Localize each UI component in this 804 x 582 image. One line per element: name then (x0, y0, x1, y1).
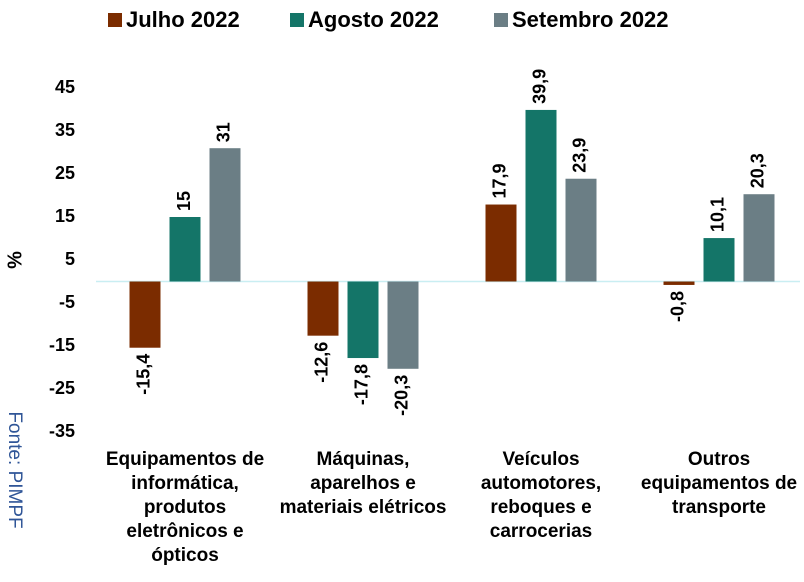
bar (703, 238, 735, 282)
x-tick-label: Equipamentos de informática, produtos el… (105, 449, 265, 566)
source-note: Fonte: PIMPF (4, 411, 25, 528)
data-label: -15,4 (134, 354, 154, 395)
bar (307, 281, 339, 336)
bar (743, 194, 775, 282)
x-tick-label: Veículos automotores, reboques e carroce… (480, 449, 602, 542)
y-tick-label: 25 (55, 163, 75, 183)
x-tick-label: Máquinas, aparelhos e materiais elétrico… (279, 449, 447, 518)
bar (565, 178, 597, 282)
data-label: 15 (174, 191, 194, 211)
y-tick-label: 35 (55, 120, 75, 140)
legend-label: Agosto 2022 (308, 7, 439, 32)
y-tick-label: 15 (55, 206, 75, 226)
bar (485, 204, 517, 282)
y-tick-label: -15 (49, 335, 75, 355)
legend-swatch (108, 13, 122, 27)
data-label: -20,3 (392, 375, 412, 416)
bar (129, 281, 161, 348)
data-label: -0,8 (668, 291, 688, 322)
y-tick-label: 5 (65, 249, 75, 269)
legend-label: Setembro 2022 (512, 7, 669, 32)
data-label: 10,1 (708, 197, 728, 232)
data-label: 17,9 (490, 163, 510, 198)
bar (387, 281, 419, 369)
x-tick-label: Outros equipamentos de transporte (640, 449, 798, 518)
y-tick-label: 45 (55, 77, 75, 97)
y-axis-label: % (4, 251, 26, 269)
bar (209, 148, 241, 282)
bar (169, 217, 201, 282)
bar (347, 281, 379, 359)
legend-swatch (290, 13, 304, 27)
data-label: 31 (214, 122, 234, 142)
legend-label: Julho 2022 (126, 7, 240, 32)
data-label: 23,9 (570, 138, 590, 173)
bar (525, 109, 557, 282)
bar (663, 281, 695, 285)
data-label: 20,3 (748, 153, 768, 188)
y-tick-label: -35 (49, 421, 75, 441)
y-tick-label: -25 (49, 378, 75, 398)
data-label: 39,9 (530, 69, 550, 104)
data-label: -12,6 (312, 342, 332, 383)
data-label: -17,8 (352, 364, 372, 405)
y-tick-label: -5 (59, 292, 75, 312)
legend-swatch (494, 13, 508, 27)
